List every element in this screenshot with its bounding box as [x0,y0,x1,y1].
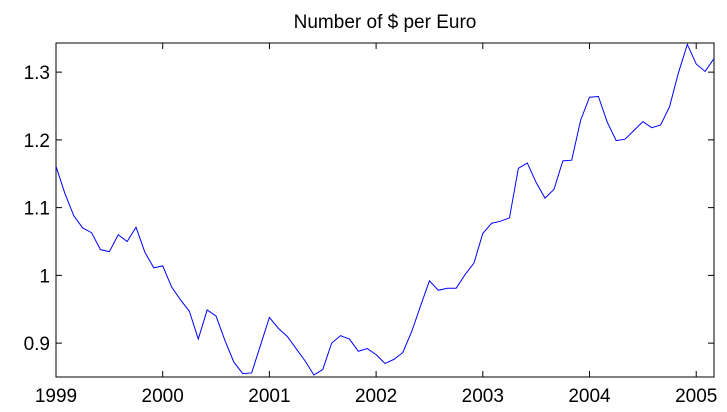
y-tick-label: 1.3 [24,63,50,84]
y-tick-label: 1.2 [24,131,50,152]
x-tick-label: 2005 [675,386,717,407]
x-tick-label: 2003 [462,386,504,407]
x-tick-label: 1999 [35,386,77,407]
plot-frame [55,42,715,378]
x-tick-label: 2004 [568,386,611,407]
y-tick-label: 1.1 [24,199,50,220]
x-tick-label: 2001 [248,386,290,407]
chart-title: Number of $ per Euro [294,12,477,33]
x-tick-label: 2002 [355,386,397,407]
y-tick-label: 0.9 [24,334,50,355]
y-tick-label: 1 [39,266,50,287]
x-tick-label: 2000 [142,386,184,407]
data-line [55,42,715,376]
